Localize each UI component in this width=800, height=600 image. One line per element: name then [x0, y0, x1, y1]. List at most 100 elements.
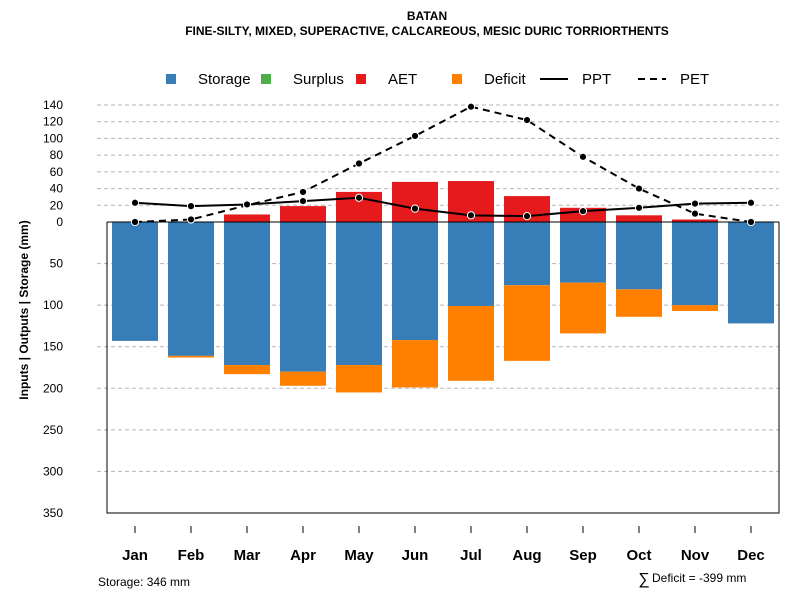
- x-axis: Jan Feb Mar Apr May Jun Jul Aug Sep Oct Nov Dec: [122, 526, 765, 564]
- pet-point: [410, 131, 420, 141]
- ppt-point: [298, 197, 308, 206]
- deficit-bar: [392, 340, 438, 388]
- storage-bar: [280, 222, 326, 372]
- y-tick-label: 100: [43, 131, 63, 145]
- x-tick-label: Jun: [402, 547, 429, 564]
- x-tick-label: Dec: [737, 547, 765, 564]
- x-tick-label: Feb: [178, 547, 205, 564]
- x-tick-label: Aug: [512, 547, 541, 564]
- ppt-line: [134, 196, 752, 218]
- x-tick-label: May: [344, 547, 374, 564]
- y-tick-label: 140: [43, 98, 63, 112]
- storage-bar: [728, 222, 774, 324]
- storage-bar: [224, 222, 270, 366]
- y-tick-label: 100: [43, 298, 63, 312]
- storage-bar: [336, 222, 382, 366]
- storage-bar: [112, 222, 158, 341]
- pet-point: [522, 115, 532, 125]
- storage-bar: [168, 222, 214, 356]
- aet-bar: [280, 206, 326, 222]
- deficit-bar: [224, 365, 270, 375]
- aet-bar: [616, 215, 662, 222]
- pet-point: [746, 217, 756, 227]
- chart-title: BATAN: [407, 9, 447, 23]
- storage-bar: [672, 222, 718, 306]
- storage-bar: [448, 222, 494, 306]
- sum-icon: ∑: [638, 571, 649, 588]
- y-tick-label: 300: [43, 464, 63, 478]
- y-tick-label: 350: [43, 506, 63, 520]
- deficit-bar: [168, 355, 214, 358]
- legend-storage-swatch: [166, 74, 176, 84]
- y-tick-label: 50: [50, 257, 64, 271]
- x-tick-label: Sep: [569, 547, 597, 564]
- x-tick-label: Apr: [290, 547, 316, 564]
- legend-deficit-swatch: [452, 74, 462, 84]
- y-tick-label: 250: [43, 423, 63, 437]
- deficit-bar: [336, 365, 382, 393]
- x-tick-label: Jul: [460, 547, 482, 564]
- y-tick-label: 0: [56, 215, 63, 229]
- pet-line: [134, 105, 752, 223]
- chart-subtitle: FINE-SILTY, MIXED, SUPERACTIVE, CALCAREO…: [185, 24, 669, 38]
- pet-point: [130, 217, 140, 227]
- legend-aet-label: AET: [388, 71, 417, 88]
- y-tick-label: 60: [50, 165, 64, 179]
- legend-deficit-label: Deficit: [484, 71, 527, 88]
- ppt-point: [522, 212, 532, 221]
- storage-bar: [392, 222, 438, 341]
- ppt-point: [130, 198, 140, 207]
- legend-surplus-swatch: [261, 74, 271, 84]
- pet-point: [578, 152, 588, 161]
- series-lines: [130, 102, 756, 227]
- x-tick-label: Mar: [234, 547, 261, 564]
- bars: [112, 181, 774, 393]
- ppt-point: [186, 202, 196, 211]
- y-axis-label: Inputs | Outputs | Storage (mm): [17, 220, 31, 399]
- pet-point: [634, 184, 644, 193]
- x-tick-label: Oct: [626, 547, 651, 564]
- y-tick-label: 150: [43, 340, 63, 354]
- legend-storage-label: Storage: [198, 71, 251, 88]
- plot-frame: [106, 221, 780, 514]
- storage-total: Storage: 346 mm: [98, 575, 190, 589]
- ppt-point: [466, 211, 476, 220]
- y-tick-label: 80: [50, 148, 64, 162]
- pet-point: [186, 215, 196, 224]
- plot-border: [106, 222, 780, 514]
- ppt-point: [410, 204, 420, 213]
- deficit-bar: [560, 282, 606, 334]
- deficit-bar: [280, 371, 326, 386]
- aet-bar: [672, 219, 718, 222]
- legend-surplus-label: Surplus: [293, 71, 344, 88]
- y-tick-label: 20: [50, 198, 64, 212]
- pet-point: [466, 102, 476, 111]
- ppt-point: [578, 207, 588, 216]
- x-tick-label: Jan: [122, 547, 148, 564]
- deficit-total: Deficit = -399 mm: [652, 571, 746, 585]
- legend-aet-swatch: [356, 74, 366, 84]
- x-tick-label: Nov: [681, 547, 710, 564]
- storage-bar: [504, 222, 550, 286]
- deficit-bar: [672, 305, 718, 311]
- aet-bar: [392, 181, 438, 222]
- y-axis: 0 20 40 60 80 100 120 140 50 100 150 200 250 300 350: [43, 98, 63, 520]
- pet-point: [690, 209, 700, 218]
- deficit-bar: [448, 305, 494, 381]
- ppt-point: [690, 199, 700, 208]
- deficit-bar: [504, 285, 550, 361]
- ppt-point: [354, 193, 364, 202]
- ppt-point: [242, 200, 252, 209]
- legend: Storage Surplus AET Deficit PPT PET: [166, 71, 709, 88]
- pet-point: [354, 159, 364, 168]
- pet-point: [298, 187, 308, 197]
- y-tick-label: 120: [43, 115, 63, 129]
- y-tick-label: 200: [43, 381, 63, 395]
- storage-bar: [616, 222, 662, 290]
- y-tick-label: 40: [50, 182, 64, 196]
- legend-pet-label: PET: [680, 71, 709, 88]
- ppt-point: [746, 198, 756, 207]
- legend-ppt-label: PPT: [582, 71, 611, 88]
- aet-bar: [224, 214, 270, 222]
